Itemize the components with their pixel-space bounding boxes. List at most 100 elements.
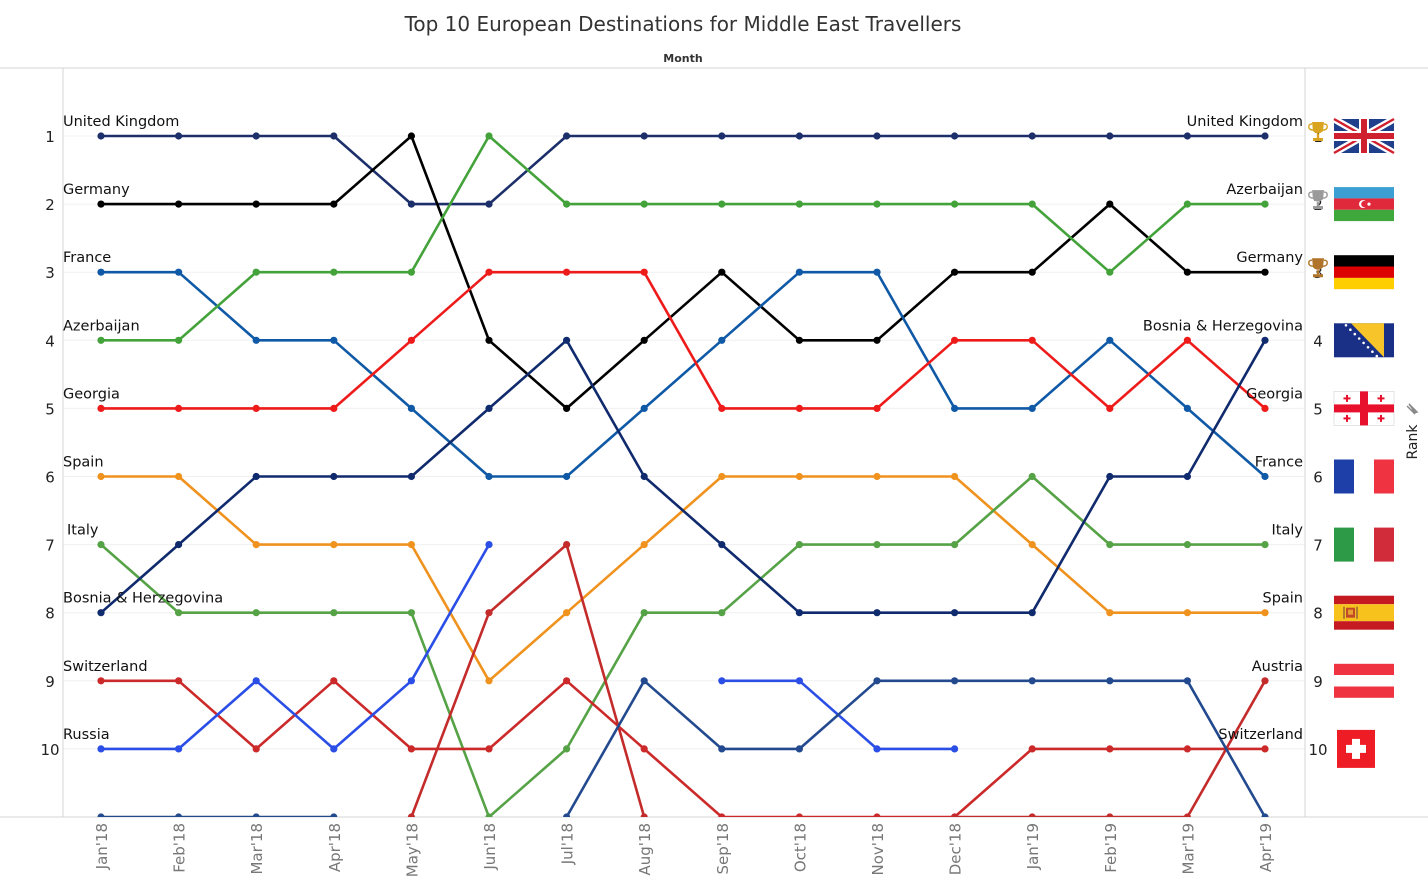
data-point[interactable]: [1028, 200, 1036, 208]
data-point[interactable]: [1028, 609, 1036, 617]
data-point[interactable]: [97, 745, 105, 753]
data-point[interactable]: [795, 472, 804, 481]
data-point[interactable]: [97, 404, 105, 412]
data-point[interactable]: [873, 132, 881, 140]
data-point[interactable]: [563, 609, 571, 617]
data-point[interactable]: [175, 609, 183, 617]
data-point[interactable]: [951, 268, 959, 276]
data-point[interactable]: [951, 541, 959, 549]
data-point[interactable]: [1183, 132, 1191, 140]
series-line[interactable]: [101, 134, 1265, 342]
data-point[interactable]: [1183, 336, 1191, 344]
data-point[interactable]: [97, 677, 105, 685]
data-point[interactable]: [795, 132, 804, 140]
data-point[interactable]: [1106, 200, 1114, 208]
data-point[interactable]: [873, 813, 881, 820]
data-point[interactable]: [718, 404, 726, 412]
data-point[interactable]: [718, 609, 726, 617]
data-point[interactable]: [1261, 813, 1269, 820]
data-point[interactable]: [1183, 609, 1191, 617]
data-point[interactable]: [252, 200, 260, 208]
data-point[interactable]: [252, 541, 260, 549]
data-point[interactable]: [640, 813, 648, 820]
data-point[interactable]: [252, 404, 260, 412]
data-point[interactable]: [175, 677, 183, 685]
series-georgia[interactable]: [97, 268, 1269, 412]
data-point[interactable]: [97, 132, 105, 140]
data-point[interactable]: [175, 404, 183, 412]
data-point[interactable]: [1183, 200, 1191, 208]
data-point[interactable]: [97, 200, 105, 208]
data-point[interactable]: [175, 132, 183, 140]
data-point[interactable]: [252, 268, 260, 276]
data-point[interactable]: [640, 268, 648, 276]
data-point[interactable]: [1028, 336, 1036, 344]
data-point[interactable]: [640, 745, 648, 753]
data-point[interactable]: [407, 609, 415, 617]
data-point[interactable]: [1106, 541, 1114, 549]
series-austria[interactable]: [407, 541, 1269, 821]
data-point[interactable]: [718, 472, 726, 481]
data-point[interactable]: [1261, 404, 1269, 412]
data-point[interactable]: [873, 336, 881, 344]
data-point[interactable]: [873, 268, 881, 276]
data-point[interactable]: [1028, 541, 1036, 549]
data-point[interactable]: [1261, 268, 1269, 276]
data-point[interactable]: [97, 541, 105, 549]
data-point[interactable]: [563, 745, 571, 753]
data-point[interactable]: [718, 745, 726, 753]
data-point[interactable]: [1261, 336, 1269, 344]
data-point[interactable]: [640, 472, 648, 481]
data-point[interactable]: [563, 336, 571, 344]
data-point[interactable]: [1028, 268, 1036, 276]
data-point[interactable]: [485, 745, 493, 753]
series-sweden[interactable]: [97, 677, 1269, 820]
data-point[interactable]: [407, 541, 415, 549]
data-point[interactable]: [795, 609, 804, 617]
data-point[interactable]: [97, 609, 105, 617]
data-point[interactable]: [175, 541, 183, 549]
data-point[interactable]: [873, 677, 881, 685]
data-point[interactable]: [563, 541, 571, 549]
data-point[interactable]: [1261, 472, 1269, 481]
data-point[interactable]: [1183, 541, 1191, 549]
data-point[interactable]: [175, 200, 183, 208]
data-point[interactable]: [485, 200, 493, 208]
data-point[interactable]: [563, 472, 571, 481]
series-line[interactable]: [565, 679, 1267, 817]
data-point[interactable]: [485, 541, 493, 549]
data-point[interactable]: [252, 132, 260, 140]
data-point[interactable]: [563, 813, 571, 820]
data-point[interactable]: [1028, 472, 1036, 481]
data-point[interactable]: [1183, 677, 1191, 685]
data-point[interactable]: [1106, 132, 1114, 140]
data-point[interactable]: [951, 200, 959, 208]
data-point[interactable]: [795, 541, 804, 549]
data-point[interactable]: [1183, 404, 1191, 412]
data-point[interactable]: [718, 200, 726, 208]
data-point[interactable]: [951, 132, 959, 140]
data-point[interactable]: [1106, 745, 1114, 753]
data-point[interactable]: [1106, 404, 1114, 412]
data-point[interactable]: [563, 268, 571, 276]
data-point[interactable]: [951, 404, 959, 412]
data-point[interactable]: [330, 200, 338, 208]
data-point[interactable]: [407, 745, 415, 753]
data-point[interactable]: [485, 609, 493, 617]
data-point[interactable]: [795, 677, 804, 685]
data-point[interactable]: [407, 132, 415, 140]
data-point[interactable]: [718, 132, 726, 140]
data-point[interactable]: [330, 813, 338, 820]
data-point[interactable]: [175, 336, 183, 344]
data-point[interactable]: [873, 609, 881, 617]
data-point[interactable]: [330, 745, 338, 753]
data-point[interactable]: [951, 677, 959, 685]
series-line[interactable]: [101, 134, 1265, 206]
series-line[interactable]: [101, 270, 1266, 478]
data-point[interactable]: [485, 472, 493, 481]
data-point[interactable]: [175, 813, 183, 820]
data-point[interactable]: [795, 404, 804, 412]
data-point[interactable]: [252, 609, 260, 617]
data-point[interactable]: [1261, 609, 1269, 617]
data-point[interactable]: [1028, 404, 1036, 412]
